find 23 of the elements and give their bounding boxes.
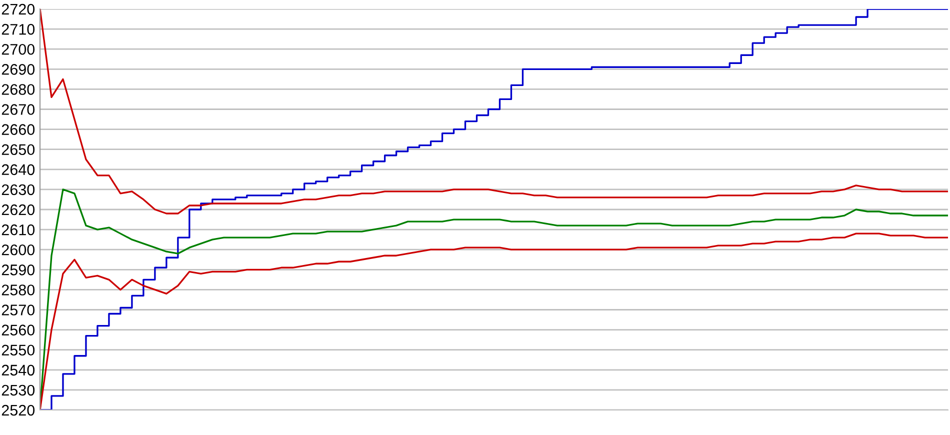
y-tick-label: 2610 bbox=[2, 224, 35, 236]
y-tick-label: 2530 bbox=[2, 384, 35, 396]
y-tick-label: 2720 bbox=[2, 4, 35, 15]
y-tick-label: 2600 bbox=[2, 244, 35, 256]
y-tick-label: 2560 bbox=[2, 324, 35, 336]
y-tick-label: 2680 bbox=[2, 84, 35, 95]
line-series bbox=[40, 232, 948, 410]
y-tick-label: 2520 bbox=[2, 404, 35, 416]
y-tick-label: 2650 bbox=[2, 144, 35, 156]
y-tick-label: 2630 bbox=[2, 184, 35, 196]
y-tick-label: 2580 bbox=[2, 284, 35, 296]
y-tick-label: 2660 bbox=[2, 124, 35, 135]
y-tick-label: 2640 bbox=[2, 164, 35, 176]
line-series bbox=[40, 9, 948, 214]
y-tick-label: 2590 bbox=[2, 264, 35, 276]
y-tick-label: 2620 bbox=[2, 204, 35, 216]
y-tick-label: 2710 bbox=[2, 24, 35, 35]
y-tick-label: 2540 bbox=[2, 364, 35, 376]
y-tick-label: 2550 bbox=[2, 344, 35, 356]
y-tick-label: 2700 bbox=[2, 44, 35, 55]
y-tick-label: 2690 bbox=[2, 64, 35, 75]
y-tick-label: 2670 bbox=[2, 104, 35, 115]
y-tick-label: 2570 bbox=[2, 304, 35, 316]
